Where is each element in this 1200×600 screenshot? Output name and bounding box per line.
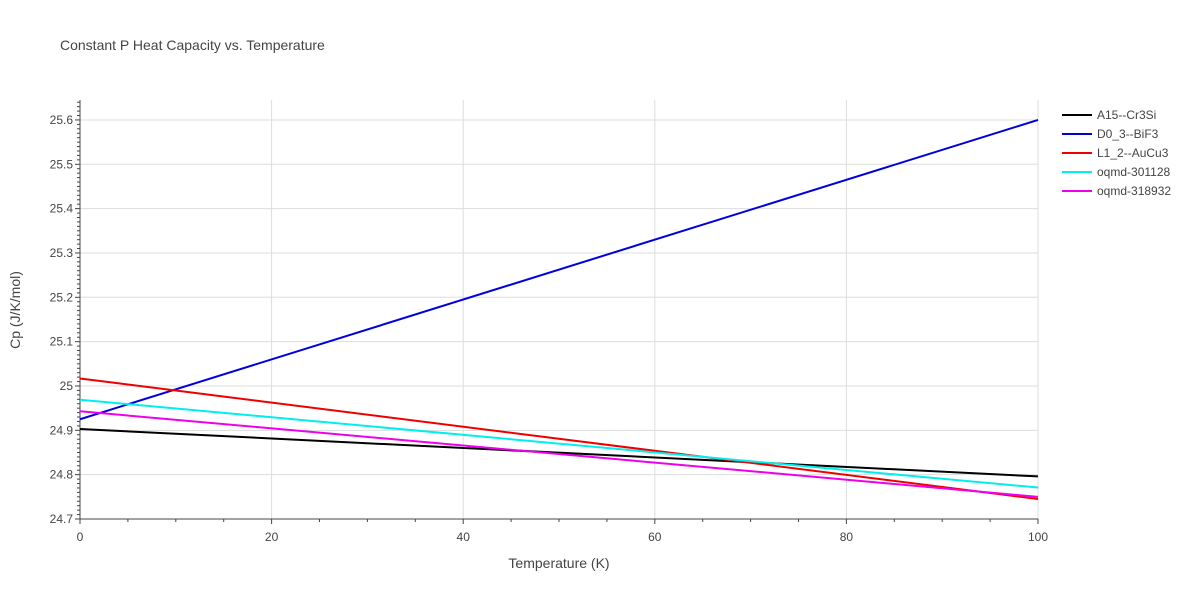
y-tick-label: 24.7 [50, 512, 74, 526]
x-tick-label: 0 [77, 530, 84, 544]
legend[interactable]: A15--Cr3Si D0_3--BiF3 L1_2--AuCu3 oqmd-3011… [1062, 108, 1171, 198]
legend-item-oqmd-318932[interactable]: oqmd-318932 [1062, 184, 1171, 198]
y-tick-label: 24.8 [50, 468, 74, 482]
x-axis-title: Temperature (K) [508, 555, 609, 571]
y-tick-label: 25 [60, 379, 74, 393]
y-tick-label: 25.2 [50, 290, 74, 304]
legend-label: oqmd-301128 [1097, 165, 1170, 179]
grid-layer [80, 100, 1039, 520]
legend-item-d0-3-bif3[interactable]: D0_3--BiF3 [1062, 127, 1159, 141]
series-line-d0-3-bif3 [79, 118, 1039, 421]
series-line-l1-2-aucu3 [79, 377, 1039, 501]
legend-item-a15-cr3si[interactable]: A15--Cr3Si [1062, 108, 1156, 122]
y-tick-label: 24.9 [50, 423, 74, 437]
y-tick-label: 25.4 [50, 202, 74, 216]
x-tick-label: 40 [457, 530, 471, 544]
series-layer [79, 118, 1039, 501]
series-line-oqmd-318932 [79, 410, 1039, 498]
x-tick-label: 20 [265, 530, 279, 544]
x-tick-label: 80 [840, 530, 854, 544]
y-tick-label: 25.3 [50, 246, 74, 260]
y-axis-title: Cp (J/K/mol) [7, 271, 23, 349]
legend-label: A15--Cr3Si [1097, 108, 1156, 122]
legend-item-oqmd-301128[interactable]: oqmd-301128 [1062, 165, 1170, 179]
chart-title: Constant P Heat Capacity vs. Temperature [60, 37, 325, 53]
legend-item-l1-2-aucu3[interactable]: L1_2--AuCu3 [1062, 146, 1169, 160]
y-tick-label: 25.1 [50, 335, 74, 349]
series-line-oqmd-301128 [79, 398, 1039, 489]
x-tick-label: 100 [1028, 530, 1048, 544]
legend-label: D0_3--BiF3 [1097, 127, 1159, 141]
y-tick-label: 25.6 [50, 113, 74, 127]
x-tick-label: 60 [648, 530, 662, 544]
legend-label: L1_2--AuCu3 [1097, 146, 1169, 160]
legend-label: oqmd-318932 [1097, 184, 1171, 198]
y-tick-label: 25.5 [50, 157, 74, 171]
series-line-a15-cr3si [79, 427, 1039, 478]
axis-layer: 0 20 40 60 80 100 24.7 24.8 24.9 25 25.1 25.2 25.3 25… [50, 100, 1048, 544]
